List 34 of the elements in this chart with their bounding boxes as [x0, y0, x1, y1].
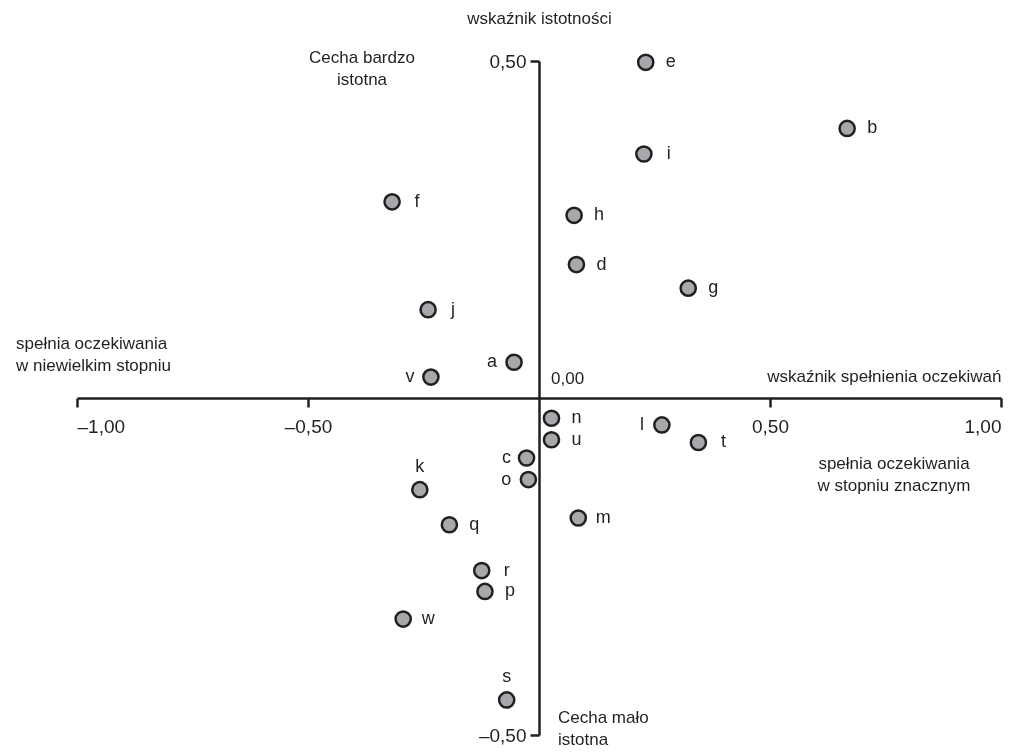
annotation: Cecha bardzo istotna: [309, 48, 415, 89]
x-tick-label: –0,50: [284, 415, 333, 437]
x-tick-label: 1,00: [964, 415, 1002, 437]
series-label: v: [405, 366, 415, 387]
series-label: f: [414, 190, 421, 211]
series-label: d: [596, 253, 607, 274]
series-label: q: [469, 513, 480, 534]
series-label: c: [502, 446, 512, 467]
series-label: s: [502, 665, 512, 686]
series-label: r: [503, 559, 510, 580]
series-label: k: [415, 455, 426, 476]
series-label: l: [639, 413, 644, 434]
x-tick-label: 0,50: [752, 415, 789, 437]
series-label: n: [571, 407, 582, 428]
series-label: g: [708, 277, 719, 298]
series-label: m: [595, 506, 611, 527]
x-tick-label: –1,00: [77, 415, 126, 437]
x-axis-title: wskaźnik spełnienia oczekiwań: [766, 366, 1002, 386]
series-label: t: [720, 431, 726, 452]
annotation: 0,00: [551, 369, 585, 388]
series-label: e: [665, 51, 676, 72]
series-label: b: [867, 117, 878, 138]
series-label: a: [487, 351, 499, 372]
series-label: w: [420, 608, 436, 629]
series-label: o: [501, 468, 512, 489]
annotation: spełnia oczekiwania w stopniu znacznym: [816, 454, 971, 495]
series-label: h: [594, 204, 605, 225]
series-label: u: [571, 428, 582, 449]
y-axis-title: wskaźnik istotności: [466, 8, 612, 28]
series-label: p: [504, 580, 515, 601]
annotation: spełnia oczekiwania w niewielkim stopniu: [15, 334, 171, 375]
annotation: Cecha mało istotna: [558, 708, 649, 749]
series-label: i: [666, 143, 671, 164]
series-label: j: [450, 298, 456, 319]
